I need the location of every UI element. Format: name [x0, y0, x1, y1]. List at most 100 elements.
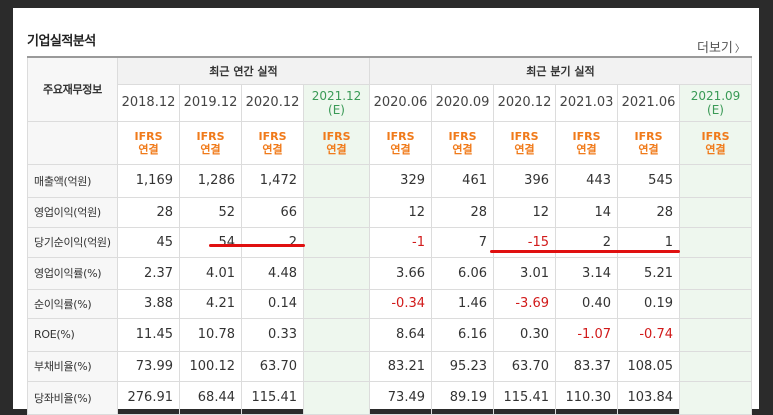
- row-label: 당기순이익(억원): [27, 226, 118, 258]
- table-cell: 4.48: [241, 256, 304, 290]
- table-cell: 54: [179, 226, 242, 258]
- table-cell: 68.44: [179, 380, 242, 415]
- period-quarter-2: 2020.09: [431, 83, 494, 122]
- table-cell: 83.21: [369, 350, 432, 382]
- table-cell: 28: [431, 196, 494, 228]
- table-cell: -1.07: [555, 317, 618, 352]
- table-cell: [303, 256, 370, 290]
- frame-left-border: [0, 0, 13, 415]
- table-cell: 0.30: [493, 317, 556, 352]
- table-cell: [303, 317, 370, 352]
- std-annual-2: IFRS 연결: [179, 120, 242, 165]
- row-label: 당좌비율(%): [27, 380, 118, 415]
- row-label: 영업이익(억원): [27, 196, 118, 228]
- table-cell: 545: [617, 163, 680, 198]
- table-cell: 28: [117, 196, 180, 228]
- table-cell: 1.46: [431, 288, 494, 319]
- table-cell: 89.19: [431, 380, 494, 415]
- table-cell: 10.78: [179, 317, 242, 352]
- table-cell: [679, 350, 752, 382]
- more-link[interactable]: 더보기 〉: [697, 37, 745, 56]
- table-cell: 3.66: [369, 256, 432, 290]
- table-cell: [303, 288, 370, 319]
- std-quarter-4: IFRS 연결: [555, 120, 618, 165]
- table-cell: 7: [431, 226, 494, 258]
- more-link-label: 더보기: [697, 41, 733, 56]
- chevron-right-icon: 〉: [734, 44, 745, 55]
- period-quarter-5: 2021.06: [617, 83, 680, 122]
- std-quarter-estimate: IFRS 연결: [679, 120, 752, 165]
- std-annual-1: IFRS 연결: [117, 120, 180, 165]
- period-annual-1: 2018.12: [117, 83, 180, 122]
- red-underline-annotation-annual: [209, 244, 305, 247]
- table-cell: 276.91: [117, 380, 180, 415]
- annual-group-header: 최근 연간 실적: [117, 56, 370, 85]
- table-cell: [679, 163, 752, 198]
- accounting-standard-label-cell: [27, 120, 118, 165]
- table-cell: 110.30: [555, 380, 618, 415]
- table-cell: 12: [493, 196, 556, 228]
- table-cell: 3.01: [493, 256, 556, 290]
- table-cell: 5.21: [617, 256, 680, 290]
- table-cell: 0.40: [555, 288, 618, 319]
- table-cell: 14: [555, 196, 618, 228]
- table-cell: 0.14: [241, 288, 304, 319]
- table-cell: 1,286: [179, 163, 242, 198]
- std-annual-estimate: IFRS 연결: [303, 120, 370, 165]
- table-cell: [679, 288, 752, 319]
- table-cell: [303, 196, 370, 228]
- row-label: 부채비율(%): [27, 350, 118, 382]
- header-group-row: 주요재무정보 최근 연간 실적 최근 분기 실적: [27, 56, 752, 122]
- table-cell: 443: [555, 163, 618, 198]
- std-annual-3: IFRS 연결: [241, 120, 304, 165]
- table-cell: 73.99: [117, 350, 180, 382]
- financial-table: 주요재무정보 최근 연간 실적 최근 분기 실적 2018.12 2019.12…: [27, 56, 752, 415]
- table-cell: 1,472: [241, 163, 304, 198]
- frame-top-border: [0, 0, 773, 8]
- table-cell: [303, 350, 370, 382]
- table-cell: 11.45: [117, 317, 180, 352]
- period-quarter-4: 2021.03: [555, 83, 618, 122]
- table-cell: 396: [493, 163, 556, 198]
- table-cell: 28: [617, 196, 680, 228]
- financial-data-body: 매출액(억원) 1,169 1,286 1,472 329 461 396 443 545 영업이…: [27, 163, 752, 415]
- std-quarter-1: IFRS 연결: [369, 120, 432, 165]
- table-row: 당기순이익(억원) 45 54 2 -1 7 -15 2 1: [27, 226, 752, 258]
- period-quarter-3: 2020.12: [493, 83, 556, 122]
- period-quarter-1: 2020.06: [369, 83, 432, 122]
- row-label: 순이익률(%): [27, 288, 118, 319]
- table-cell: 0.19: [617, 288, 680, 319]
- table-cell: 1,169: [117, 163, 180, 198]
- table-cell: 52: [179, 196, 242, 228]
- row-label-header: 주요재무정보: [27, 56, 118, 122]
- table-cell: -0.34: [369, 288, 432, 319]
- section-title: 기업실적분석: [27, 34, 96, 49]
- table-cell: 329: [369, 163, 432, 198]
- table-cell: 3.88: [117, 288, 180, 319]
- table-cell: 63.70: [493, 350, 556, 382]
- table-cell: -1: [369, 226, 432, 258]
- table-row: ROE(%) 11.45 10.78 0.33 8.64 6.16 0.30 -1.07 -0.…: [27, 317, 752, 352]
- table-cell: [303, 163, 370, 198]
- table-cell: 73.49: [369, 380, 432, 415]
- table-row: 영업이익률(%) 2.37 4.01 4.48 3.66 6.06 3.01 3.14 5.21: [27, 256, 752, 290]
- period-annual-estimate: 2021.12 (E): [303, 83, 370, 122]
- table-cell: [679, 196, 752, 228]
- table-cell: 115.41: [493, 380, 556, 415]
- table-row: 부채비율(%) 73.99 100.12 63.70 83.21 95.23 63.70 83…: [27, 350, 752, 382]
- table-row: 당좌비율(%) 276.91 68.44 115.41 73.49 89.19 115.41…: [27, 380, 752, 415]
- table-cell: [679, 317, 752, 352]
- period-quarter-estimate: 2021.09 (E): [679, 83, 752, 122]
- table-cell: 4.01: [179, 256, 242, 290]
- table-cell: 63.70: [241, 350, 304, 382]
- red-underline-annotation-quarter: [490, 250, 680, 253]
- period-annual-3: 2020.12: [241, 83, 304, 122]
- table-cell: [679, 380, 752, 415]
- table-cell: 100.12: [179, 350, 242, 382]
- table-cell: 6.06: [431, 256, 494, 290]
- table-cell: 2: [241, 226, 304, 258]
- table-cell: 2.37: [117, 256, 180, 290]
- row-label: ROE(%): [27, 317, 118, 352]
- table-cell: [303, 226, 370, 258]
- table-row: 영업이익(억원) 28 52 66 12 28 12 14 28: [27, 196, 752, 228]
